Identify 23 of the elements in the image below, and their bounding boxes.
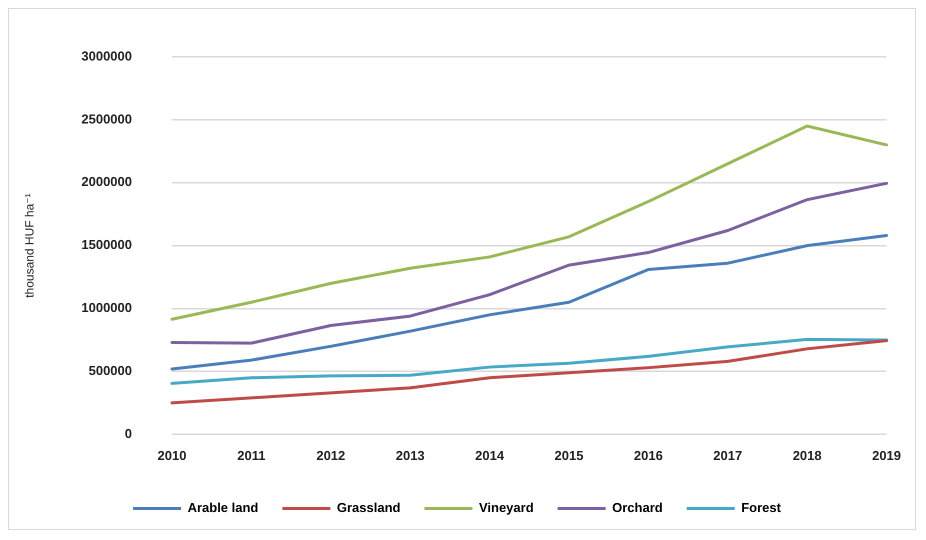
x-tick-label: 2017 bbox=[713, 448, 742, 463]
legend-label: Orchard bbox=[612, 500, 663, 516]
legend-label: Vineyard bbox=[478, 500, 534, 516]
x-tick-label: 2019 bbox=[872, 448, 901, 463]
x-tick-label: 2014 bbox=[475, 448, 505, 463]
x-tick-label: 2012 bbox=[316, 448, 346, 463]
legend-label: Arable land bbox=[188, 500, 258, 516]
y-tick-label: 2000000 bbox=[81, 174, 132, 190]
x-tick-label: 2011 bbox=[237, 448, 266, 463]
y-tick-label: 1500000 bbox=[81, 237, 132, 252]
legend-label: Grassland bbox=[336, 500, 401, 516]
x-tick-label: 2010 bbox=[158, 448, 186, 463]
x-tick-label: 2015 bbox=[554, 448, 584, 463]
legend-label: Forest bbox=[741, 500, 782, 516]
x-tick-label: 2013 bbox=[396, 448, 425, 463]
y-tick-label: 1000000 bbox=[81, 300, 132, 316]
y-tick-label: 3000000 bbox=[81, 48, 132, 64]
y-tick-label: 2500000 bbox=[81, 111, 132, 126]
x-tick-label: 2016 bbox=[634, 448, 663, 463]
y-axis-title: thousand HUF ha⁻¹ bbox=[22, 193, 37, 298]
y-tick-label: 0 bbox=[124, 426, 132, 441]
x-tick-label: 2018 bbox=[792, 448, 822, 463]
y-tick-label: 500000 bbox=[88, 363, 132, 378]
